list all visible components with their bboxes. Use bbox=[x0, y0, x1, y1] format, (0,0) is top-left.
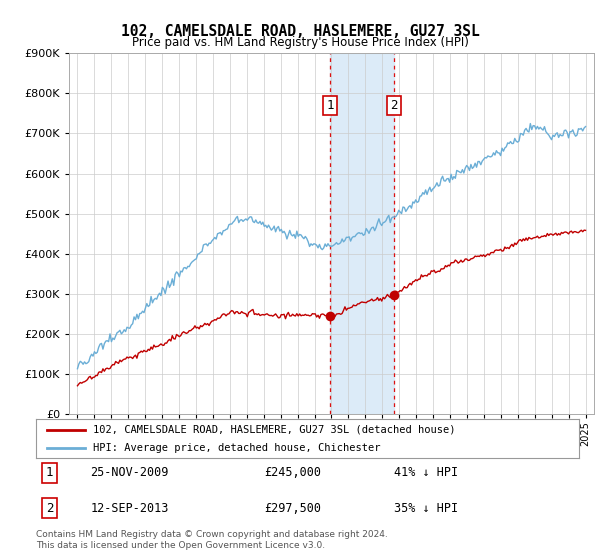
Text: 1: 1 bbox=[326, 99, 334, 112]
Text: 12-SEP-2013: 12-SEP-2013 bbox=[91, 502, 169, 515]
Text: 2: 2 bbox=[46, 502, 53, 515]
Text: HPI: Average price, detached house, Chichester: HPI: Average price, detached house, Chic… bbox=[93, 443, 380, 453]
Text: Price paid vs. HM Land Registry's House Price Index (HPI): Price paid vs. HM Land Registry's House … bbox=[131, 36, 469, 49]
Text: 35% ↓ HPI: 35% ↓ HPI bbox=[394, 502, 458, 515]
Text: 41% ↓ HPI: 41% ↓ HPI bbox=[394, 466, 458, 479]
Text: 1: 1 bbox=[46, 466, 53, 479]
Text: 25-NOV-2009: 25-NOV-2009 bbox=[91, 466, 169, 479]
Text: £297,500: £297,500 bbox=[264, 502, 321, 515]
Text: 102, CAMELSDALE ROAD, HASLEMERE, GU27 3SL: 102, CAMELSDALE ROAD, HASLEMERE, GU27 3S… bbox=[121, 24, 479, 39]
Text: £245,000: £245,000 bbox=[264, 466, 321, 479]
Bar bbox=[330, 53, 394, 414]
Text: Contains HM Land Registry data © Crown copyright and database right 2024.
This d: Contains HM Land Registry data © Crown c… bbox=[36, 530, 388, 550]
Text: 2: 2 bbox=[391, 99, 398, 112]
Text: 102, CAMELSDALE ROAD, HASLEMERE, GU27 3SL (detached house): 102, CAMELSDALE ROAD, HASLEMERE, GU27 3S… bbox=[93, 424, 455, 435]
